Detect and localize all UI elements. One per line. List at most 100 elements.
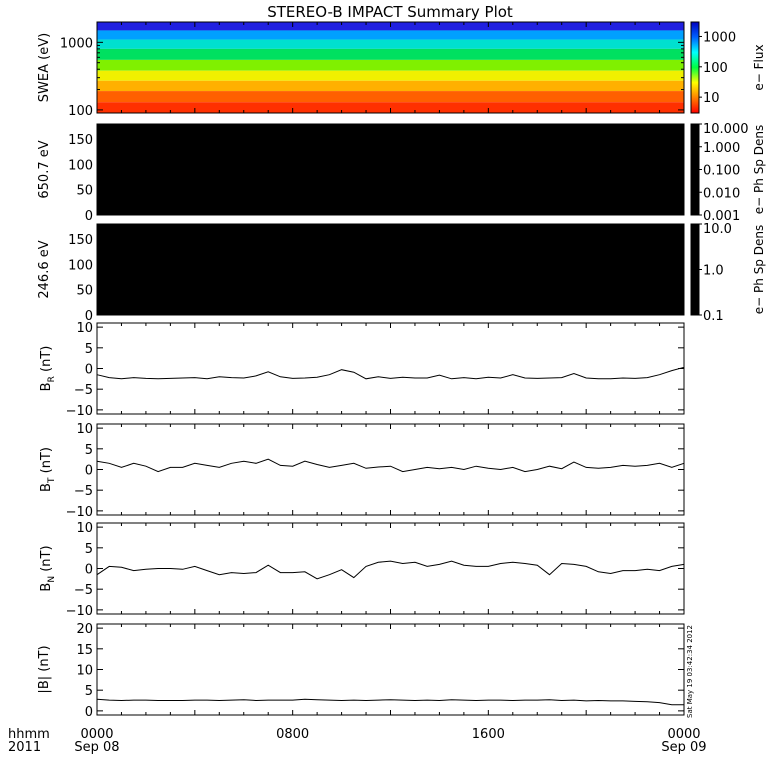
y-axis-label-unit: (nT) xyxy=(39,346,54,376)
y-tick-label: 5 xyxy=(85,684,93,699)
time-row-label: hhmm xyxy=(8,727,50,742)
y-axis-label: BN (nT) xyxy=(39,545,57,591)
colorbar: 0.1 1.0 10.0 e− Ph Sp Dens xyxy=(690,222,766,324)
footer-stamp: Sat May 19 03:42:34 2012 xyxy=(686,625,694,718)
y-tick-label: 150 xyxy=(68,233,93,248)
colorbar-tick-label: 1000 xyxy=(703,30,736,45)
y-tick-label: −10 xyxy=(66,404,93,419)
time-year-label: 2011 xyxy=(8,740,41,755)
panel-br: −10 −5 0 5 10 BR (nT) xyxy=(39,321,685,419)
y-tick-label: 5 xyxy=(85,342,93,357)
colorbar-scale xyxy=(690,21,700,114)
plot-title: STEREO-B IMPACT Summary Plot xyxy=(267,3,513,21)
colorbar-tick-label: 0.1 xyxy=(703,309,724,324)
colorbar: 10 100 1000 e− Flux xyxy=(690,21,766,114)
y-axis-label-subscript: T xyxy=(47,477,57,484)
energy-band xyxy=(97,30,684,40)
y-tick-label: 15 xyxy=(76,643,93,658)
y-tick-label: 0 xyxy=(85,464,93,479)
series-line xyxy=(96,698,684,706)
colorbar-label: e− Flux xyxy=(752,44,766,90)
colorbar-scale xyxy=(690,223,700,316)
y-tick-label: 10 xyxy=(76,422,93,437)
colorbar-tick-label: 1.0 xyxy=(703,264,724,279)
y-axis-label-subscript: R xyxy=(47,376,57,382)
energy-band xyxy=(97,102,684,113)
y-tick-label: −10 xyxy=(66,604,93,619)
date-tick-label: Sep 08 xyxy=(74,740,119,755)
colorbar-label: e− Ph Sp Dens xyxy=(752,225,766,314)
energy-band xyxy=(97,48,684,60)
energy-band xyxy=(97,59,684,71)
energy-band xyxy=(97,80,684,92)
y-axis-label-subscript: N xyxy=(47,576,57,583)
y-axis-label-unit: (nT) xyxy=(39,545,54,575)
plot-frame xyxy=(96,423,685,516)
date-tick-label: Sep 09 xyxy=(661,740,706,755)
panel-pad246: 0 50 100 150 246.6 eV 0.1 1.0 10.0 e− Ph Sp Dens xyxy=(37,222,766,324)
y-tick-label: −5 xyxy=(74,484,93,499)
plot-frame xyxy=(96,623,685,716)
colorbar-tick-label: 1.000 xyxy=(703,141,740,156)
y-tick-label: 0 xyxy=(85,705,93,720)
y-axis-label: |B| (nT) xyxy=(37,645,52,693)
y-axis-label: 246.6 eV xyxy=(37,240,52,298)
y-tick-label: 50 xyxy=(76,184,93,199)
y-tick-label: 100 xyxy=(68,258,93,273)
y-tick-label: 0 xyxy=(85,309,93,324)
panel-bn: −10 −5 0 5 10 BN (nT) xyxy=(39,521,685,619)
panel-pad650: 0 50 100 150 650.7 eV 0.001 0.010 0.100 1.000 10.… xyxy=(37,122,766,224)
time-tick-label: 0000 xyxy=(80,727,113,742)
colorbar-tick-label: 100 xyxy=(703,61,728,76)
y-axis-label: SWEA (eV) xyxy=(37,33,52,102)
y-tick-label: 150 xyxy=(68,133,93,148)
colorbar-label: e− Ph Sp Dens xyxy=(752,125,766,214)
series-line xyxy=(96,366,685,380)
y-tick-label: −5 xyxy=(74,583,93,598)
y-tick-label: 0 xyxy=(85,563,93,578)
y-tick-label: 5 xyxy=(85,542,93,557)
colorbar-tick-label: 10.000 xyxy=(703,122,749,137)
y-tick-label: 0 xyxy=(85,363,93,378)
y-axis-label-main: B xyxy=(39,583,54,592)
colorbar: 0.001 0.010 0.100 1.000 10.000 e− Ph Sp Dens xyxy=(690,122,766,224)
energy-band xyxy=(97,39,684,49)
y-tick-label: 10 xyxy=(76,321,93,336)
y-tick-label: 1000 xyxy=(60,36,93,51)
y-tick-label: 50 xyxy=(76,284,93,299)
series-line xyxy=(96,458,685,473)
time-tick-label: 0000 xyxy=(667,727,700,742)
colorbar-scale xyxy=(690,123,700,216)
colorbar-tick-label: 10 xyxy=(703,91,720,106)
panel-bt: −10 −5 0 5 10 BT (nT) xyxy=(39,422,685,520)
time-tick-label: 1600 xyxy=(472,727,505,742)
colorbar-tick-label: 0.100 xyxy=(703,164,740,179)
y-axis-label-main: B xyxy=(39,382,54,391)
panel-bmag: 0 5 10 15 20 |B| (nT) xyxy=(37,622,685,720)
y-axis-label: BT (nT) xyxy=(39,447,57,492)
y-tick-label: 0 xyxy=(85,209,93,224)
y-tick-label: 20 xyxy=(76,622,93,637)
y-tick-label: −5 xyxy=(74,383,93,398)
y-tick-label: 100 xyxy=(68,158,93,173)
colorbar-tick-label: 0.010 xyxy=(703,186,740,201)
colorbar-tick-label: 0.001 xyxy=(703,209,740,224)
series-line xyxy=(96,560,685,580)
y-axis-label-unit: (nT) xyxy=(39,447,54,477)
y-tick-label: 10 xyxy=(76,521,93,536)
time-tick-label: 0800 xyxy=(276,727,309,742)
plot-frame xyxy=(96,322,685,415)
y-tick-label: 10 xyxy=(76,664,93,679)
pitch-angle-map xyxy=(97,224,684,315)
energy-band xyxy=(97,91,684,103)
y-axis-label: BR (nT) xyxy=(39,346,57,392)
y-tick-label: 5 xyxy=(85,443,93,458)
y-axis-label-main: B xyxy=(39,483,54,492)
y-axis-label: 650.7 eV xyxy=(37,140,52,198)
energy-band xyxy=(97,70,684,81)
pitch-angle-map xyxy=(97,124,684,215)
colorbar-tick-label: 10.0 xyxy=(703,222,732,237)
